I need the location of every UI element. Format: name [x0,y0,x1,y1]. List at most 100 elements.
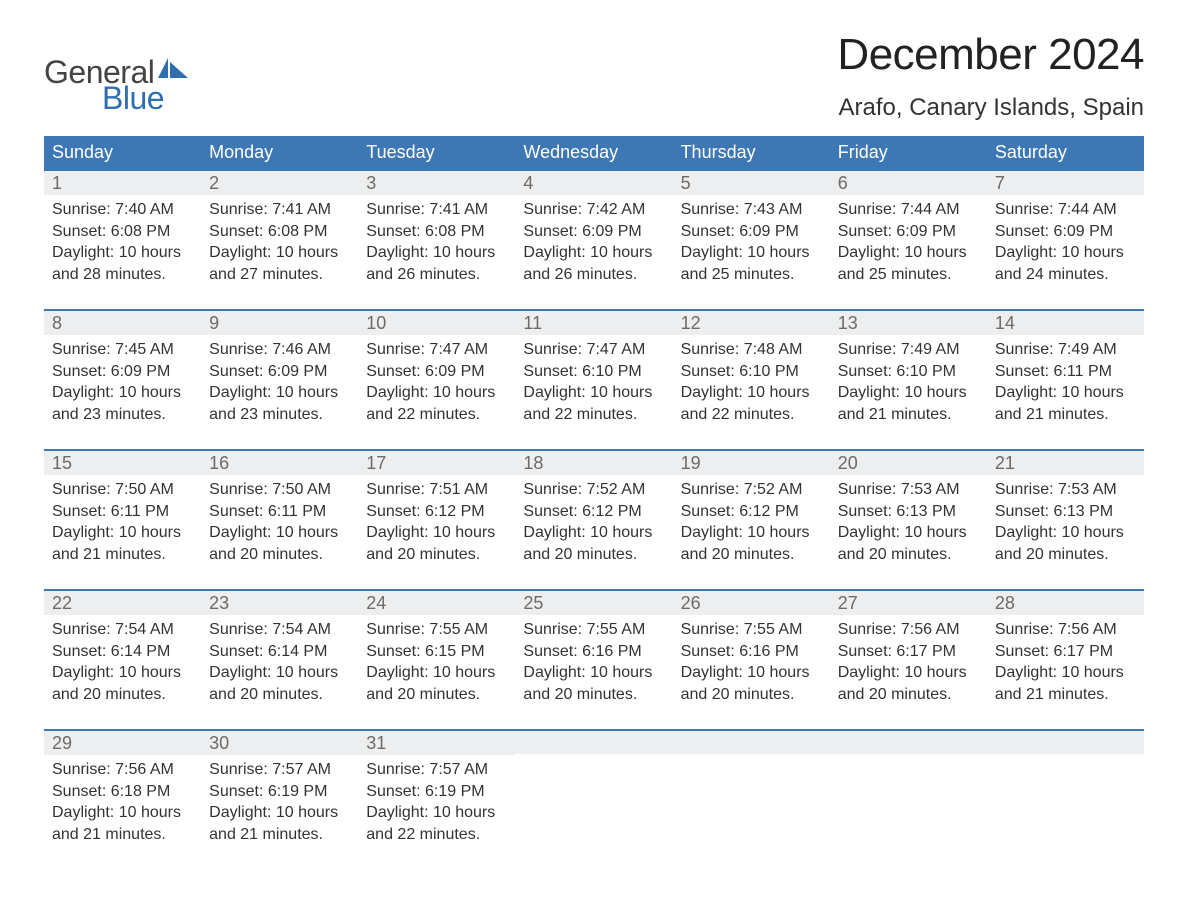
day-details: Sunrise: 7:56 AMSunset: 6:18 PMDaylight:… [44,755,201,845]
sunset-text: Sunset: 6:19 PM [366,781,507,803]
sunset-text: Sunset: 6:11 PM [209,501,350,523]
daylight-line1: Daylight: 10 hours [52,662,193,684]
day-number: 31 [358,731,515,755]
day-details: Sunrise: 7:44 AMSunset: 6:09 PMDaylight:… [987,195,1144,285]
day-cell: 4Sunrise: 7:42 AMSunset: 6:09 PMDaylight… [515,171,672,291]
day-number: 7 [987,171,1144,195]
sunset-text: Sunset: 6:08 PM [209,221,350,243]
day-cell: 9Sunrise: 7:46 AMSunset: 6:09 PMDaylight… [201,311,358,431]
sunrise-text: Sunrise: 7:53 AM [838,479,979,501]
daylight-line2: and 20 minutes. [681,544,822,566]
sunrise-text: Sunrise: 7:41 AM [209,199,350,221]
daylight-line1: Daylight: 10 hours [209,802,350,824]
day-number: 1 [44,171,201,195]
sunrise-text: Sunrise: 7:52 AM [523,479,664,501]
day-number: 18 [515,451,672,475]
daylight-line1: Daylight: 10 hours [838,382,979,404]
sunrise-text: Sunrise: 7:41 AM [366,199,507,221]
daylight-line2: and 23 minutes. [209,404,350,426]
sunrise-text: Sunrise: 7:52 AM [681,479,822,501]
day-cell: 25Sunrise: 7:55 AMSunset: 6:16 PMDayligh… [515,591,672,711]
sunset-text: Sunset: 6:09 PM [838,221,979,243]
day-details: Sunrise: 7:47 AMSunset: 6:09 PMDaylight:… [358,335,515,425]
day-cell: 12Sunrise: 7:48 AMSunset: 6:10 PMDayligh… [673,311,830,431]
daylight-line1: Daylight: 10 hours [681,242,822,264]
daylight-line2: and 20 minutes. [523,544,664,566]
day-number: 21 [987,451,1144,475]
day-number: 22 [44,591,201,615]
sunrise-text: Sunrise: 7:56 AM [838,619,979,641]
sunset-text: Sunset: 6:09 PM [995,221,1136,243]
day-details: Sunrise: 7:50 AMSunset: 6:11 PMDaylight:… [201,475,358,565]
daylight-line2: and 21 minutes. [838,404,979,426]
day-cell: 27Sunrise: 7:56 AMSunset: 6:17 PMDayligh… [830,591,987,711]
day-number [515,731,672,754]
day-cell: 13Sunrise: 7:49 AMSunset: 6:10 PMDayligh… [830,311,987,431]
week-row: 29Sunrise: 7:56 AMSunset: 6:18 PMDayligh… [44,729,1144,851]
day-details: Sunrise: 7:43 AMSunset: 6:09 PMDaylight:… [673,195,830,285]
day-number [830,731,987,754]
daylight-line1: Daylight: 10 hours [52,382,193,404]
day-cell: 1Sunrise: 7:40 AMSunset: 6:08 PMDaylight… [44,171,201,291]
sunrise-text: Sunrise: 7:55 AM [523,619,664,641]
day-cell: 30Sunrise: 7:57 AMSunset: 6:19 PMDayligh… [201,731,358,851]
daylight-line1: Daylight: 10 hours [995,662,1136,684]
title-block: December 2024 Arafo, Canary Islands, Spa… [837,30,1144,122]
day-details: Sunrise: 7:56 AMSunset: 6:17 PMDaylight:… [987,615,1144,705]
day-number: 23 [201,591,358,615]
location: Arafo, Canary Islands, Spain [837,94,1144,122]
day-details: Sunrise: 7:49 AMSunset: 6:11 PMDaylight:… [987,335,1144,425]
day-cell: 24Sunrise: 7:55 AMSunset: 6:15 PMDayligh… [358,591,515,711]
day-number: 17 [358,451,515,475]
daylight-line2: and 21 minutes. [52,824,193,846]
day-cell: 3Sunrise: 7:41 AMSunset: 6:08 PMDaylight… [358,171,515,291]
sunset-text: Sunset: 6:16 PM [681,641,822,663]
daylight-line1: Daylight: 10 hours [209,522,350,544]
flag-icon [158,58,188,82]
sunset-text: Sunset: 6:15 PM [366,641,507,663]
daylight-line2: and 22 minutes. [366,824,507,846]
daylight-line2: and 20 minutes. [366,544,507,566]
day-details: Sunrise: 7:41 AMSunset: 6:08 PMDaylight:… [358,195,515,285]
sunset-text: Sunset: 6:18 PM [52,781,193,803]
sunrise-text: Sunrise: 7:50 AM [52,479,193,501]
daylight-line2: and 20 minutes. [52,684,193,706]
daylight-line1: Daylight: 10 hours [523,522,664,544]
daylight-line2: and 23 minutes. [52,404,193,426]
daylight-line1: Daylight: 10 hours [52,802,193,824]
day-cell: 17Sunrise: 7:51 AMSunset: 6:12 PMDayligh… [358,451,515,571]
daylight-line2: and 27 minutes. [209,264,350,286]
day-details: Sunrise: 7:52 AMSunset: 6:12 PMDaylight:… [515,475,672,565]
day-of-week-row: SundayMondayTuesdayWednesdayThursdayFrid… [44,136,1144,169]
sunset-text: Sunset: 6:12 PM [523,501,664,523]
sunset-text: Sunset: 6:09 PM [681,221,822,243]
day-cell: 6Sunrise: 7:44 AMSunset: 6:09 PMDaylight… [830,171,987,291]
sunrise-text: Sunrise: 7:47 AM [523,339,664,361]
day-cell: 7Sunrise: 7:44 AMSunset: 6:09 PMDaylight… [987,171,1144,291]
daylight-line1: Daylight: 10 hours [995,242,1136,264]
sunrise-text: Sunrise: 7:54 AM [209,619,350,641]
month-title: December 2024 [837,30,1144,80]
day-details: Sunrise: 7:48 AMSunset: 6:10 PMDaylight:… [673,335,830,425]
sunset-text: Sunset: 6:19 PM [209,781,350,803]
daylight-line2: and 21 minutes. [209,824,350,846]
day-cell: 22Sunrise: 7:54 AMSunset: 6:14 PMDayligh… [44,591,201,711]
daylight-line1: Daylight: 10 hours [366,802,507,824]
day-number: 4 [515,171,672,195]
week-row: 1Sunrise: 7:40 AMSunset: 6:08 PMDaylight… [44,169,1144,291]
daylight-line1: Daylight: 10 hours [523,662,664,684]
sunset-text: Sunset: 6:12 PM [366,501,507,523]
day-number: 9 [201,311,358,335]
dow-monday: Monday [201,136,358,169]
day-details: Sunrise: 7:47 AMSunset: 6:10 PMDaylight:… [515,335,672,425]
day-details: Sunrise: 7:55 AMSunset: 6:15 PMDaylight:… [358,615,515,705]
day-number: 6 [830,171,987,195]
sunrise-text: Sunrise: 7:54 AM [52,619,193,641]
day-details: Sunrise: 7:44 AMSunset: 6:09 PMDaylight:… [830,195,987,285]
logo-text-bottom: Blue [102,82,188,114]
daylight-line1: Daylight: 10 hours [838,242,979,264]
day-details: Sunrise: 7:40 AMSunset: 6:08 PMDaylight:… [44,195,201,285]
day-cell: 15Sunrise: 7:50 AMSunset: 6:11 PMDayligh… [44,451,201,571]
sunrise-text: Sunrise: 7:56 AM [52,759,193,781]
day-details: Sunrise: 7:51 AMSunset: 6:12 PMDaylight:… [358,475,515,565]
